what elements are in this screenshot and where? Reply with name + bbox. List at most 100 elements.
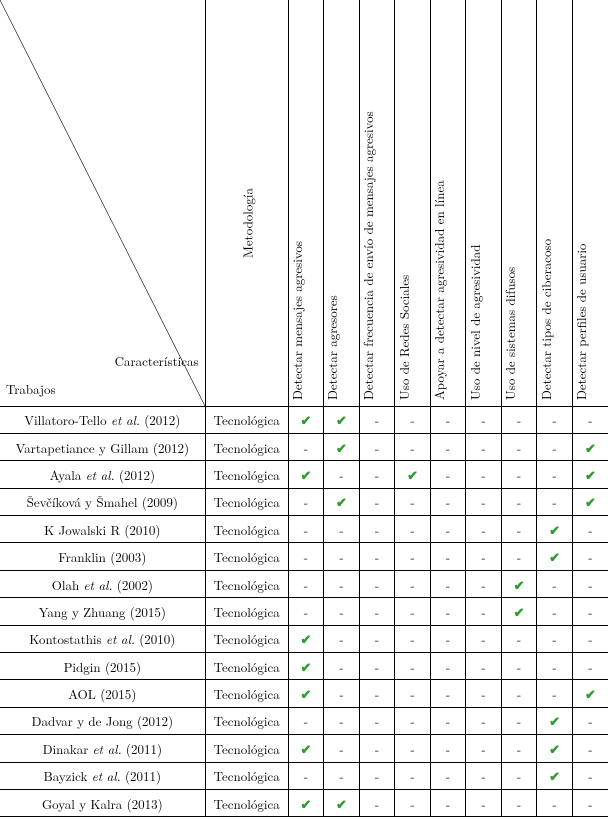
dash-icon: - (517, 465, 521, 484)
feature-cell: - (430, 653, 466, 680)
header-row: Características Trabajos Metodología Det… (0, 0, 608, 406)
dash-icon: - (481, 657, 485, 676)
feature-cell: - (466, 707, 502, 734)
dash-icon: - (517, 410, 521, 429)
feature-header-0: Detectar mensajes agresivos (288, 0, 324, 406)
feature-cell: - (501, 762, 537, 789)
feature-cell: ✔ (501, 598, 537, 625)
feature-cell: - (466, 598, 502, 625)
dash-icon: - (410, 520, 414, 539)
feature-cell: - (466, 461, 502, 488)
dash-icon: - (410, 766, 414, 785)
feature-cell: ✔ (572, 680, 608, 707)
feature-cell: - (572, 653, 608, 680)
check-icon: ✔ (301, 739, 312, 758)
dash-icon: - (304, 575, 308, 594)
feature-cell: - (359, 598, 395, 625)
work-cell: Vartapetiance y Gillam (2012) (0, 433, 205, 460)
feature-cell: ✔ (324, 433, 360, 460)
work-italic: et al. (106, 629, 135, 648)
feature-cell: ✔ (395, 461, 431, 488)
feature-cell: - (324, 570, 360, 597)
dash-icon: - (304, 492, 308, 511)
table-row: Ševčíková y Šmahel (2009)Tecnológica-✔--… (0, 488, 608, 515)
dash-icon: - (588, 575, 592, 594)
dash-icon: - (481, 739, 485, 758)
dash-icon: - (588, 711, 592, 730)
check-icon: ✔ (549, 711, 560, 730)
feature-cell: - (537, 653, 573, 680)
dash-icon: - (375, 739, 379, 758)
dash-icon: - (375, 794, 379, 813)
feature-header-2: Detectar frecuencia de envío de mensajes… (359, 0, 395, 406)
feature-cell: ✔ (537, 543, 573, 570)
dash-icon: - (339, 520, 343, 539)
work-cell: Goyal y Kalra (2013) (0, 789, 205, 816)
feature-cell: - (359, 543, 395, 570)
feature-cell: - (395, 570, 431, 597)
work-cell: Pidgin (2015) (0, 653, 205, 680)
feature-cell: - (537, 789, 573, 816)
feature-cell: - (537, 461, 573, 488)
feature-cell: - (430, 516, 466, 543)
feature-cell: - (324, 735, 360, 762)
feature-cell: - (537, 570, 573, 597)
dash-icon: - (552, 794, 556, 813)
feature-cell: - (359, 406, 395, 433)
feature-cell: - (359, 433, 395, 460)
work-cell: Kontostathis et al. (2010) (0, 625, 205, 652)
feature-cell: - (359, 488, 395, 515)
feature-cell: - (572, 406, 608, 433)
diag-top-label: Características (115, 351, 199, 370)
feature-cell: - (466, 433, 502, 460)
work-pre: Kontostathis (29, 629, 106, 648)
feature-cell: - (572, 707, 608, 734)
dash-icon: - (339, 711, 343, 730)
feature-cell: - (430, 680, 466, 707)
feature-cell: - (501, 789, 537, 816)
methodology-cell: Tecnológica (205, 762, 288, 789)
feature-cell: - (430, 406, 466, 433)
dash-icon: - (517, 794, 521, 813)
dash-icon: - (339, 657, 343, 676)
feature-cell: - (395, 762, 431, 789)
dash-icon: - (446, 547, 450, 566)
dash-icon: - (410, 739, 414, 758)
dash-icon: - (481, 492, 485, 511)
dash-icon: - (410, 547, 414, 566)
dash-icon: - (339, 739, 343, 758)
check-icon: ✔ (336, 492, 347, 511)
check-icon: ✔ (549, 520, 560, 539)
feature-cell: - (572, 570, 608, 597)
feature-cell: - (430, 735, 466, 762)
dash-icon: - (446, 465, 450, 484)
work-pre: Ševčíková y Šmahel (2009) (27, 492, 178, 511)
feature-cell: ✔ (288, 735, 324, 762)
dash-icon: - (481, 794, 485, 813)
work-italic: et al. (111, 410, 140, 429)
feature-cell: - (324, 653, 360, 680)
feature-cell: - (359, 653, 395, 680)
check-icon: ✔ (549, 766, 560, 785)
feature-cell: - (501, 680, 537, 707)
feature-cell: - (324, 461, 360, 488)
feature-cell: ✔ (501, 570, 537, 597)
dash-icon: - (481, 711, 485, 730)
feature-cell: - (288, 762, 324, 789)
feature-cell: - (395, 488, 431, 515)
dash-icon: - (588, 794, 592, 813)
dash-icon: - (517, 629, 521, 648)
dash-icon: - (446, 794, 450, 813)
methodology-cell: Tecnológica (205, 461, 288, 488)
table-row: Olah et al. (2002)Tecnológica------✔-- (0, 570, 608, 597)
feature-header-5: Uso de nivel de agresividad (466, 0, 502, 406)
dash-icon: - (446, 629, 450, 648)
feature-cell: - (466, 516, 502, 543)
feature-cell: - (430, 543, 466, 570)
dash-icon: - (410, 438, 414, 457)
feature-cell: - (395, 735, 431, 762)
dash-icon: - (410, 794, 414, 813)
table-row: Villatoro-Tello et al. (2012)Tecnológica… (0, 406, 608, 433)
feature-label: Detectar perfiles de usuario (571, 243, 590, 399)
table-body: Villatoro-Tello et al. (2012)Tecnológica… (0, 406, 608, 817)
